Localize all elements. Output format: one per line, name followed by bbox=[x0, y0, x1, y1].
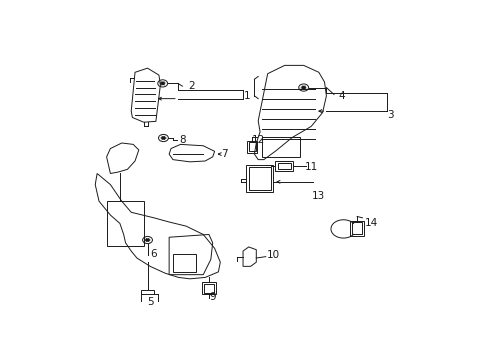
Text: 10: 10 bbox=[266, 250, 279, 260]
Text: 6: 6 bbox=[150, 249, 157, 259]
Circle shape bbox=[161, 136, 165, 140]
Text: 7: 7 bbox=[220, 149, 227, 159]
Text: 2: 2 bbox=[188, 81, 195, 91]
Text: 12: 12 bbox=[251, 135, 264, 145]
Text: 11: 11 bbox=[304, 162, 317, 172]
Text: 3: 3 bbox=[386, 110, 393, 120]
Text: 4: 4 bbox=[338, 91, 344, 101]
Text: 8: 8 bbox=[179, 135, 185, 145]
Circle shape bbox=[301, 86, 305, 89]
Text: 5: 5 bbox=[146, 297, 153, 307]
Text: 14: 14 bbox=[365, 219, 378, 228]
Text: 1: 1 bbox=[243, 91, 250, 101]
Circle shape bbox=[145, 238, 149, 242]
Circle shape bbox=[160, 82, 164, 85]
Text: 9: 9 bbox=[209, 292, 216, 302]
Text: 13: 13 bbox=[311, 191, 325, 201]
